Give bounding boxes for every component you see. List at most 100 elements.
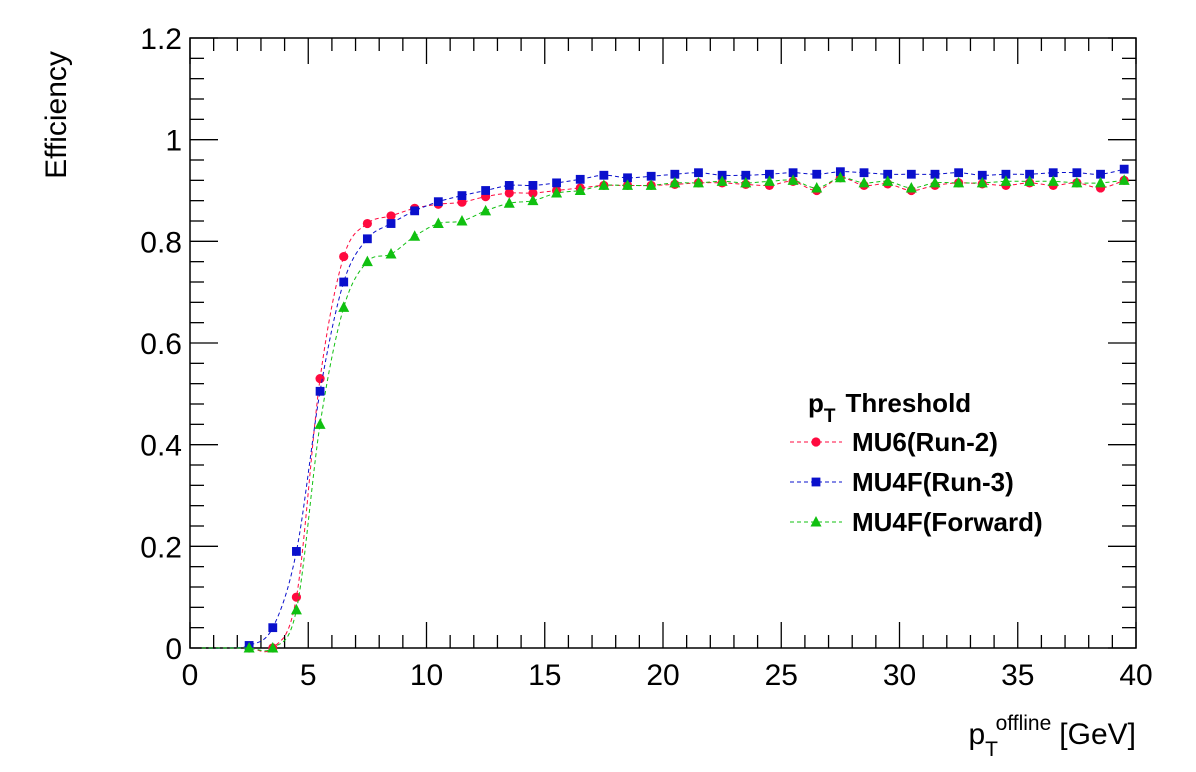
- legend-label: MU4F(Run-3): [852, 467, 1014, 497]
- series-line: [201, 177, 1125, 653]
- data-point: [763, 175, 775, 186]
- x-axis-title-sup: offline: [996, 712, 1052, 735]
- data-point: [953, 176, 965, 188]
- data-point: [694, 168, 703, 178]
- data-point: [409, 230, 421, 241]
- data-point: [811, 181, 823, 193]
- legend-entry: MU4F(Forward): [790, 507, 1043, 537]
- data-point: [787, 174, 799, 185]
- x-tick-label: 40: [1119, 659, 1152, 692]
- data-point: [977, 170, 987, 180]
- data-point: [882, 175, 894, 186]
- legend-marker: [811, 477, 821, 487]
- data-point: [432, 217, 444, 229]
- data-point: [1072, 168, 1082, 178]
- x-axis-title-sub: T: [985, 738, 998, 761]
- data-point: [812, 169, 822, 179]
- y-tick-label: 0.4: [140, 430, 182, 463]
- x-tick-label: 5: [300, 659, 317, 692]
- data-point: [646, 171, 656, 181]
- x-tick-label: 0: [182, 659, 199, 692]
- data-point: [480, 204, 492, 216]
- data-point: [268, 623, 278, 633]
- data-point: [834, 171, 846, 183]
- data-point: [314, 418, 326, 429]
- data-point: [905, 181, 917, 193]
- data-point: [504, 188, 514, 198]
- legend-label: MU6(Run-2): [852, 427, 998, 457]
- data-point: [788, 168, 798, 178]
- data-point: [1119, 164, 1129, 174]
- data-point: [599, 170, 609, 180]
- data-point: [1024, 175, 1036, 186]
- legend-title: pT Threshold: [808, 388, 971, 427]
- data-point: [456, 215, 468, 226]
- data-point: [598, 179, 610, 190]
- legend-title-text: Threshold: [846, 388, 972, 418]
- data-point: [1001, 169, 1011, 179]
- data-point: [457, 191, 467, 200]
- data-point: [504, 181, 514, 190]
- x-tick-label: 15: [528, 659, 561, 692]
- series-line: [201, 168, 1125, 649]
- data-point: [717, 170, 727, 180]
- data-point: [339, 251, 349, 262]
- y-tick-label: 0.8: [140, 226, 182, 259]
- data-point: [859, 168, 869, 178]
- series-line: [201, 177, 1125, 652]
- data-point: [765, 169, 774, 179]
- data-point: [315, 386, 325, 396]
- data-point: [622, 179, 634, 190]
- data-point: [338, 301, 350, 312]
- y-tick-label: 0.6: [140, 328, 182, 361]
- data-point: [290, 603, 302, 615]
- data-point: [1095, 176, 1107, 188]
- data-point: [929, 176, 941, 188]
- x-axis-title-unit: [GeV]: [1059, 718, 1136, 751]
- data-point: [361, 255, 373, 267]
- data-point: [574, 184, 586, 195]
- legend: pT Threshold MU6(Run-2) MU4F(Run-3) MU4F(Fo…: [790, 388, 1043, 537]
- data-point: [1118, 174, 1130, 185]
- data-point: [740, 176, 752, 188]
- data-point: [292, 547, 301, 556]
- data-point: [906, 169, 916, 179]
- data-point: [976, 176, 988, 188]
- data-point: [623, 173, 632, 183]
- series-2: [201, 164, 1129, 650]
- data-point: [385, 248, 397, 259]
- tick-labels: 0 5 10 15 20 25 30 35 40 0 0.2 0.4 0.6 0.8 1 1.2: [140, 23, 1152, 692]
- data-point: [386, 211, 396, 221]
- legend-entry: MU6(Run-2): [790, 427, 998, 457]
- legend-marker: [810, 516, 822, 527]
- legend-title-base: p: [808, 388, 824, 418]
- data-point: [528, 181, 538, 190]
- data-point: [1047, 175, 1059, 186]
- y-tick-label: 1: [165, 125, 182, 158]
- data-point: [503, 197, 515, 208]
- data-point: [243, 642, 255, 653]
- data-point: [386, 219, 396, 228]
- data-point: [716, 175, 728, 186]
- legend-label: MU4F(Forward): [852, 507, 1043, 537]
- x-tick-label: 10: [410, 659, 443, 692]
- data-point: [954, 168, 964, 178]
- legend-title-sub: T: [824, 406, 836, 427]
- data-point: [669, 176, 681, 188]
- data-point: [1071, 176, 1083, 188]
- data-point: [410, 206, 420, 216]
- x-tick-label: 35: [1001, 659, 1034, 692]
- legend-marker: [811, 437, 821, 447]
- series-1: [201, 173, 1129, 653]
- x-axis-title: pToffline [GeV]: [968, 712, 1136, 761]
- data-point: [835, 167, 845, 177]
- plot-frame: [189, 37, 1137, 649]
- data-point: [362, 218, 372, 229]
- y-tick-label: 1.2: [140, 23, 182, 56]
- data-point: [433, 197, 443, 207]
- data-point: [362, 234, 372, 244]
- data-point: [575, 174, 585, 184]
- data-point: [1096, 169, 1105, 179]
- data-point: [1048, 168, 1058, 178]
